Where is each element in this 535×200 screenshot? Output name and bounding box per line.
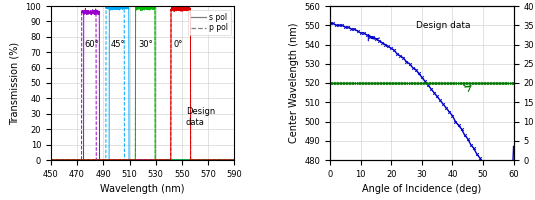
Text: Design data: Design data [416, 21, 471, 30]
Y-axis label: Center Wavelength (nm): Center Wavelength (nm) [289, 23, 299, 143]
Y-axis label: Transmission (%): Transmission (%) [10, 41, 20, 125]
Text: Design
data: Design data [186, 107, 215, 127]
X-axis label: Angle of Incidence (deg): Angle of Incidence (deg) [362, 184, 482, 194]
Text: 60°: 60° [84, 40, 99, 49]
Text: 0°: 0° [173, 40, 183, 49]
Text: 30°: 30° [138, 40, 152, 49]
Text: 45°: 45° [110, 40, 125, 49]
Legend: s pol, p pol: s pol, p pol [188, 10, 231, 35]
X-axis label: Wavelength (nm): Wavelength (nm) [101, 184, 185, 194]
